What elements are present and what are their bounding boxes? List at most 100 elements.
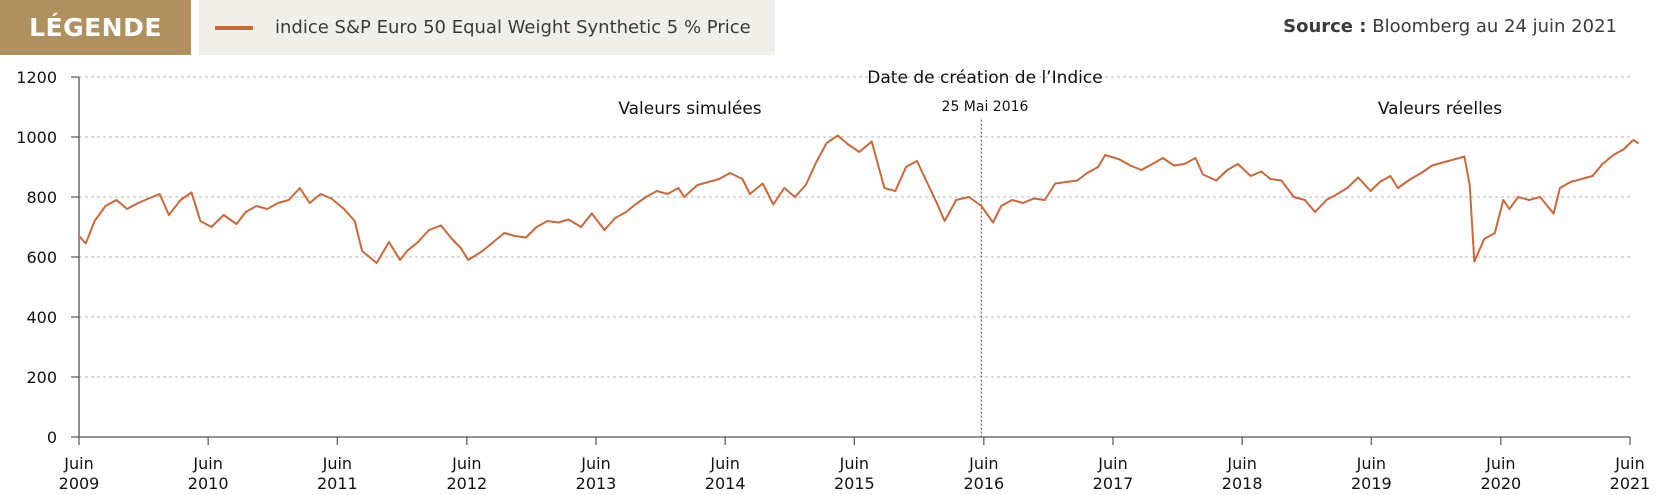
data-point [804,184,807,186]
series-line-0 [78,134,1639,264]
data-point [1292,196,1295,198]
x-tick-month-2013: Juin [580,454,610,473]
data-point [1569,181,1572,183]
x-tick-month-2019: Juin [1356,454,1386,473]
data-point [1431,164,1434,167]
data-point [1369,190,1372,192]
data-point [1269,178,1272,180]
data-point [825,142,828,144]
data-point [467,259,470,261]
data-point [1552,212,1555,215]
data-point [199,220,202,222]
data-point [943,220,946,222]
y-tick-label-800: 800 [26,188,57,207]
data-point [1357,176,1360,179]
data-point [361,250,363,252]
y-tick-label-400: 400 [26,308,57,327]
data-point [1591,175,1594,177]
data-point [1528,199,1530,201]
data-point [126,208,128,210]
data-point [1623,148,1625,150]
data-point [1022,202,1024,204]
data-point [115,199,118,201]
grid-lines [79,76,1630,378]
x-tick-year-2017: 2017 [1093,474,1134,493]
creation-date-annotation: 25 Mai 2016 [942,99,1029,115]
data-point [1517,196,1520,198]
data-point [535,226,538,228]
data-point [1601,163,1604,165]
data-point [1346,187,1349,189]
data-point [1054,182,1057,185]
data-point [557,221,560,224]
data-point [235,223,238,225]
data-point [1632,139,1635,141]
data-point [459,247,462,249]
data-point [1314,211,1316,213]
data-point [1378,181,1381,183]
data-point [1539,196,1541,198]
x-tick-month-2010: Juin [192,454,222,473]
x-tick-month-2009: Juin [63,454,93,473]
data-point [255,205,258,207]
data-point [1637,142,1639,144]
data-point [772,203,775,206]
x-tick-year-2014: 2014 [705,474,746,493]
data-point [417,241,419,243]
creation-title-annotation: Date de création de l’Indice [867,68,1102,88]
data-point [308,202,311,204]
data-point [1097,166,1099,168]
data-point [980,205,983,207]
data-point [1249,175,1252,177]
data-point [1325,199,1328,201]
y-tick-label-0: 0 [47,428,57,447]
x-tick-month-2012: Juin [451,454,481,473]
data-point [749,193,751,195]
data-point [1202,173,1204,176]
data-point [858,151,861,153]
data-point [158,193,161,195]
data-point [1162,157,1164,159]
data-point [1183,163,1186,165]
data-point [546,220,549,222]
data-point [645,196,647,198]
data-point [503,232,506,234]
data-point [210,226,213,228]
y-tick-label-1000: 1000 [16,128,57,147]
x-tick-year-2021: 2021 [1610,474,1651,493]
legend-series-label: indice S&P Euro 50 Equal Weight Syntheti… [275,17,751,38]
x-tick-month-2021: Juin [1614,454,1644,473]
y-tick-label-600: 600 [26,248,57,267]
data-point [277,202,279,204]
data-point [1397,187,1399,189]
x-tick-month-2020: Juin [1485,454,1515,473]
data-point [428,229,430,231]
data-point [1226,169,1229,171]
x-tick-month-2016: Juin [968,454,998,473]
data-point [1260,170,1263,173]
data-point [168,214,170,216]
x-tick-year-2010: 2010 [188,474,229,493]
x-tick-year-2011: 2011 [317,474,358,493]
data-point [783,187,786,189]
x-tick-year-2018: 2018 [1222,474,1263,493]
y-tick-labels: 0 200 400 600 800 1000 1200 [16,68,57,447]
data-point [1559,187,1561,189]
data-point [1237,163,1239,165]
data-point [222,214,225,216]
data-point [1336,193,1339,195]
data-point [1508,208,1511,210]
data-point [1389,175,1392,177]
data-point [1140,169,1143,171]
data-point [992,221,994,224]
data-point [935,202,938,204]
x-tick-month-2011: Juin [322,454,352,473]
data-point [388,241,390,243]
data-point [353,220,356,222]
data-point [905,166,907,168]
data-point [696,184,699,186]
x-tick-year-2009: 2009 [59,474,100,493]
data-point [625,211,627,213]
data-point [634,203,637,206]
